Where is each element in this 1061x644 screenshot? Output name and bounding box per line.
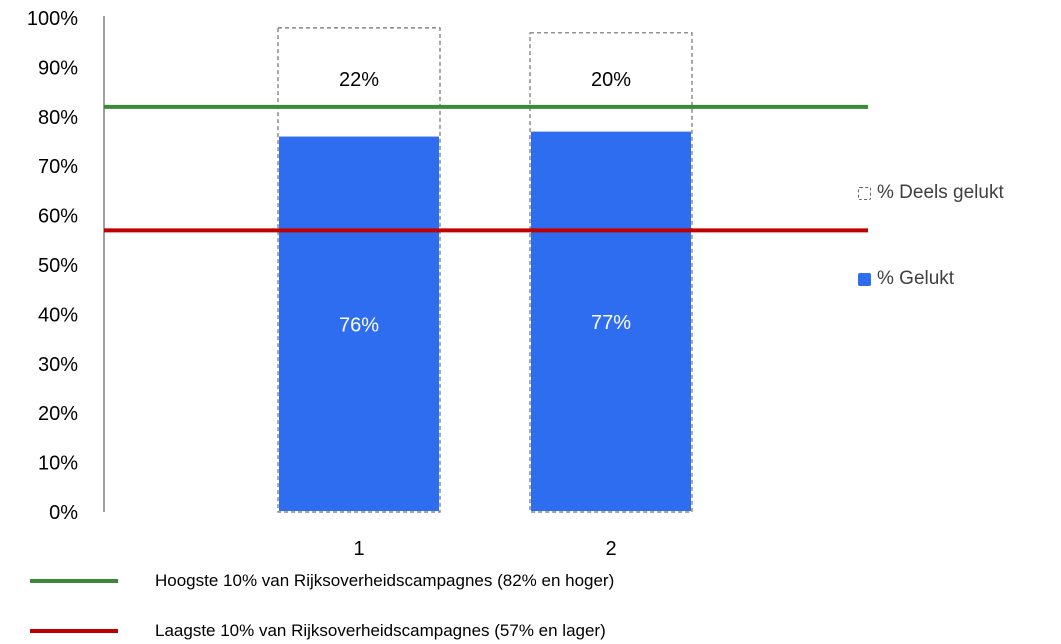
legend-label-hoogste: Hoogste 10% van Rijksoverheidscampagnes … [155,571,615,590]
bar-gelukt [279,136,439,511]
y-tick-label: 100% [27,8,78,30]
legend-label-gelukt: % Gelukt [877,268,955,289]
y-tick-label: 10% [38,453,78,475]
legend-label-laagste: Laagste 10% van Rijksoverheidscampagnes … [155,621,606,640]
legend-swatch-laagste [30,629,118,633]
y-tick-label: 60% [38,206,78,228]
x-tick-label: 1 [353,538,364,560]
y-tick-label: 20% [38,403,78,425]
bar-gelukt [531,131,691,511]
legend-item-laagste: Laagste 10% van Rijksoverheidscampagnes … [30,619,930,643]
legend-item-hoogste: Hoogste 10% van Rijksoverheidscampagnes … [30,569,930,593]
legend-swatch-gelukt [858,272,871,286]
y-tick-label: 30% [38,354,78,376]
y-tick-label: 0% [49,502,78,524]
data-label-gelukt: 77% [591,312,631,334]
y-tick-label: 70% [38,156,78,178]
legend-item-deels-gelukt: % Deels gelukt [858,181,1004,205]
y-tick-label: 90% [38,57,78,79]
x-tick-label: 2 [605,538,616,560]
legend-swatch-deels-gelukt [858,186,871,200]
y-tick-label: 80% [38,107,78,129]
legend-label-deels-gelukt: % Deels gelukt [877,182,1004,203]
data-label-deels-gelukt: 22% [339,69,379,91]
data-label-deels-gelukt: 20% [591,69,631,91]
y-tick-label: 50% [38,255,78,277]
legend-item-gelukt: % Gelukt [858,267,954,291]
y-tick-label: 40% [38,304,78,326]
data-label-gelukt: 76% [339,314,379,336]
legend-swatch-hoogste [30,579,118,583]
